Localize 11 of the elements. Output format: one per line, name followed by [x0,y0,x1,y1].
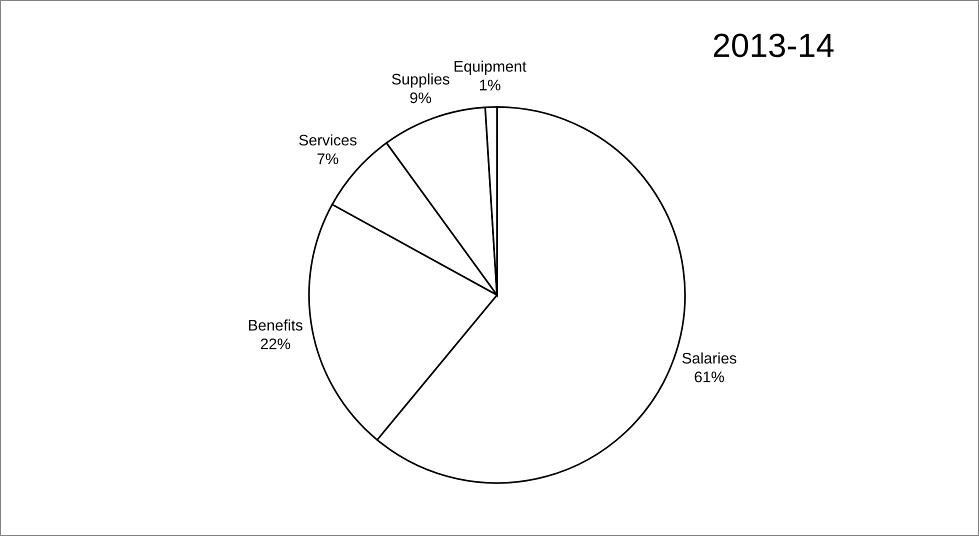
slice-label: Benefits [249,319,302,331]
chart-title: 2013-14 [714,34,834,58]
slice-label: Services [299,134,357,146]
data-label: 1% [480,80,500,90]
data-label: 22% [260,338,290,350]
slice-label: Supplies [392,73,450,88]
data-label: 9% [410,92,432,104]
data-label: 7% [318,153,338,164]
data-label: 61% [694,371,724,382]
slice-label: Equipment [454,60,526,75]
slice-label: Salaries [682,352,736,364]
